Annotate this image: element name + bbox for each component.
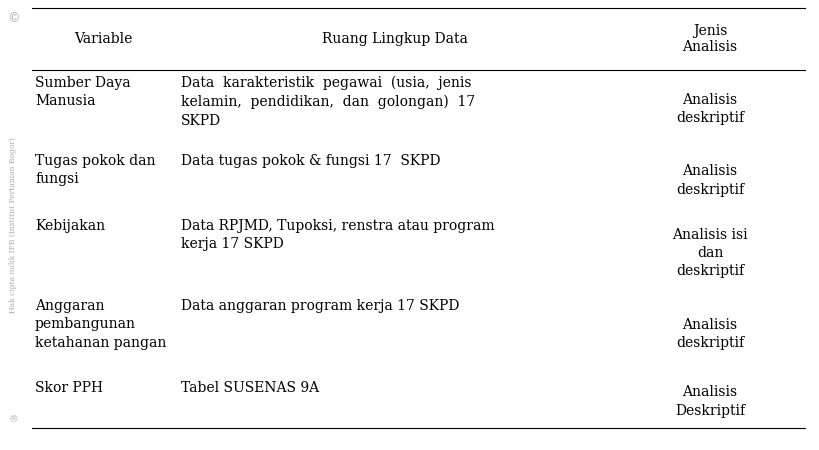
Text: Anggaran
pembangunan
ketahanan pangan: Anggaran pembangunan ketahanan pangan xyxy=(35,299,166,350)
Text: Analisis isi
dan
deskriptif: Analisis isi dan deskriptif xyxy=(672,228,747,279)
Text: Analisis
Deskriptif: Analisis Deskriptif xyxy=(674,385,744,418)
Text: Data RPJMD, Tupoksi, renstra atau program
kerja 17 SKPD: Data RPJMD, Tupoksi, renstra atau progra… xyxy=(181,219,494,252)
Text: ®: ® xyxy=(9,415,19,424)
Text: ©: © xyxy=(7,12,20,25)
Text: Analisis
deskriptif: Analisis deskriptif xyxy=(675,93,743,125)
Text: Analisis
deskriptif: Analisis deskriptif xyxy=(675,318,743,350)
Text: Jenis
Analisis: Jenis Analisis xyxy=(681,24,736,54)
Text: Data  karakteristik  pegawai  (usia,  jenis
kelamin,  pendidikan,  dan  golongan: Data karakteristik pegawai (usia, jenis … xyxy=(181,76,475,128)
Text: Sumber Daya
Manusia: Sumber Daya Manusia xyxy=(35,76,130,108)
Text: Kebijakan: Kebijakan xyxy=(35,219,105,233)
Text: Analisis
deskriptif: Analisis deskriptif xyxy=(675,164,743,197)
Text: Data anggaran program kerja 17 SKPD: Data anggaran program kerja 17 SKPD xyxy=(181,299,459,313)
Text: Hak cipta milik IPB (Institut Pertanian Bogor): Hak cipta milik IPB (Institut Pertanian … xyxy=(9,137,17,313)
Text: Tugas pokok dan
fungsi: Tugas pokok dan fungsi xyxy=(35,154,156,186)
Text: Variable: Variable xyxy=(75,32,133,46)
Text: Skor PPH: Skor PPH xyxy=(35,381,103,395)
Text: Data tugas pokok & fungsi 17  SKPD: Data tugas pokok & fungsi 17 SKPD xyxy=(181,154,440,168)
Text: Ruang Lingkup Data: Ruang Lingkup Data xyxy=(322,32,468,46)
Text: Tabel SUSENAS 9A: Tabel SUSENAS 9A xyxy=(181,381,319,395)
